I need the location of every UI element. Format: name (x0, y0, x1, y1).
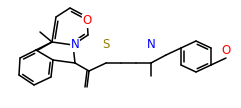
Text: S: S (102, 38, 110, 52)
Text: O: O (82, 14, 92, 28)
Text: N: N (71, 38, 79, 52)
Text: N: N (147, 38, 155, 52)
Text: O: O (221, 44, 231, 56)
